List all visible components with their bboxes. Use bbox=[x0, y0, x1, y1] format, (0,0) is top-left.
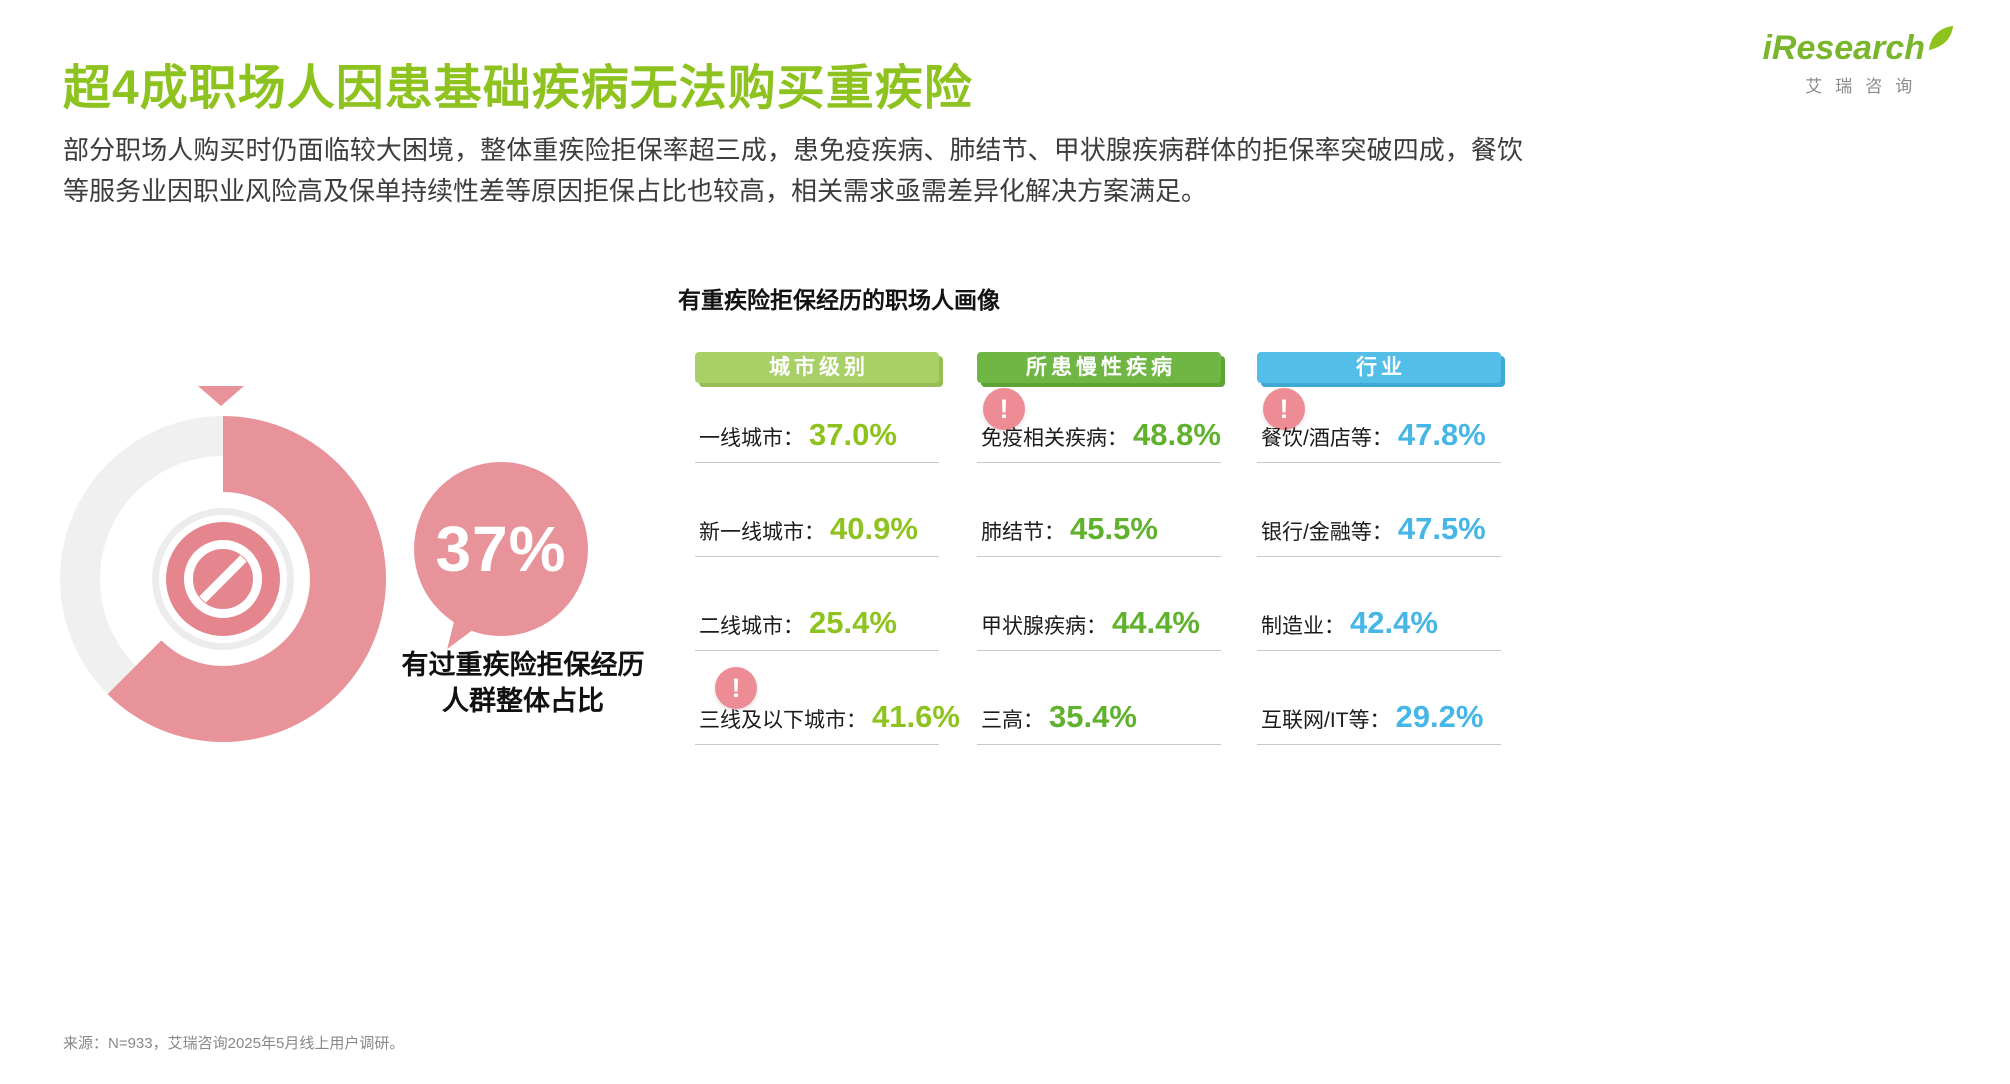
brand-name: iResearch bbox=[1762, 29, 1925, 67]
stat-label: 二线城市： bbox=[699, 615, 804, 638]
column-header-industry: 行业 bbox=[1257, 352, 1501, 383]
stat-value: 40.9% bbox=[830, 511, 918, 546]
stat-label: 制造业： bbox=[1261, 615, 1345, 638]
stat-label: 三线及以下城市： bbox=[699, 709, 867, 732]
stat-value: 25.4% bbox=[809, 605, 897, 640]
stat-row-city-2: 新一线城市： 40.9% bbox=[695, 462, 939, 557]
stat-row-disease-1: 免疫相关疾病： 48.8% bbox=[977, 385, 1221, 463]
stat-row-industry-3: 制造业： 42.4% bbox=[1257, 556, 1501, 651]
brand-name-cn: 艾瑞咨询 bbox=[1805, 77, 1926, 96]
stat-value: 44.4% bbox=[1112, 605, 1200, 640]
alert-icon: ! bbox=[983, 388, 1025, 430]
stat-label: 银行/金融等： bbox=[1261, 521, 1393, 544]
column-industry: 行业 ! 餐饮/酒店等： 47.8% 银行/金融等： 47.5% 制造业： 42.4%… bbox=[1257, 352, 1501, 752]
stat-label: 互联网/IT等： bbox=[1261, 709, 1391, 732]
stat-label: 肺结节： bbox=[981, 521, 1065, 544]
stat-label: 免疫相关疾病： bbox=[981, 427, 1128, 450]
stat-label: 三高： bbox=[981, 709, 1044, 732]
bubble-value: 37% bbox=[435, 513, 567, 585]
stat-value: 45.5% bbox=[1070, 511, 1158, 546]
stat-value: 47.8% bbox=[1397, 417, 1486, 452]
stat-label: 餐饮/酒店等： bbox=[1261, 427, 1393, 450]
stat-label: 甲状腺疾病： bbox=[981, 615, 1107, 638]
page-subtitle: 部分职场人购买时仍面临较大困境，整体重疾险拒保率超三成，患免疫疾病、肺结节、甲状… bbox=[63, 135, 1523, 207]
stat-row-industry-2: 银行/金融等： 47.5% bbox=[1257, 462, 1501, 557]
speech-bubble: 37% bbox=[414, 462, 588, 658]
leaf-icon bbox=[1927, 24, 1955, 57]
stat-label: 新一线城市： bbox=[699, 521, 825, 544]
stat-row-disease-3: 甲状腺疾病： 44.4% bbox=[977, 556, 1221, 651]
triangle-marker-icon bbox=[198, 386, 244, 406]
stat-row-city-4: 三线及以下城市： 41.6% bbox=[695, 650, 960, 745]
stat-value: 42.4% bbox=[1350, 605, 1438, 640]
donut-caption-line1: 有过重疾险拒保经历 bbox=[401, 650, 645, 680]
brand-logo: iResearch 艾瑞咨询 bbox=[1762, 25, 1955, 97]
stat-value: 48.8% bbox=[1133, 417, 1221, 452]
stat-row-industry-4: 互联网/IT等： 29.2% bbox=[1257, 650, 1501, 745]
column-city-tier: 城市级别 一线城市： 37.0% 新一线城市： 40.9% 二线城市： 25.4% 三… bbox=[695, 352, 960, 752]
stat-label: 一线城市： bbox=[699, 427, 804, 450]
alert-glyph: ! bbox=[999, 393, 1009, 424]
column-header-city-tier: 城市级别 bbox=[695, 352, 939, 383]
alert-icon: ! bbox=[1263, 388, 1305, 430]
alert-icon: ! bbox=[715, 667, 757, 709]
brand-logo-row: iResearch bbox=[1762, 25, 1955, 67]
stat-row-industry-1: 餐饮/酒店等： 47.8% bbox=[1257, 385, 1501, 463]
stat-value: 29.2% bbox=[1395, 699, 1484, 734]
donut-caption-line2: 人群整体占比 bbox=[442, 685, 604, 716]
column-chronic-disease: 所患慢性疾病 ! 免疫相关疾病： 48.8% 肺结节： 45.5% 甲状腺疾病： 44… bbox=[977, 352, 1221, 752]
donut-center bbox=[166, 522, 280, 636]
source-note: 来源：N=933，艾瑞咨询2025年5月线上用户调研。 bbox=[63, 1035, 405, 1052]
stat-row-city-3: 二线城市： 25.4% bbox=[695, 556, 939, 651]
stat-value: 41.6% bbox=[872, 699, 960, 734]
stat-value: 37.0% bbox=[809, 417, 897, 452]
stat-row-disease-4: 三高： 35.4% bbox=[977, 650, 1221, 745]
donut-chart bbox=[58, 386, 390, 746]
stat-row-city-1: 一线城市： 37.0% bbox=[695, 385, 939, 463]
alert-glyph: ! bbox=[731, 672, 741, 703]
panel-title: 有重疾险拒保经历的职场人画像 bbox=[678, 287, 1000, 313]
donut-caption: 有过重疾险拒保经历 人群整体占比 bbox=[392, 648, 654, 720]
prohibition-icon bbox=[184, 540, 262, 618]
stat-row-disease-2: 肺结节： 45.5% bbox=[977, 462, 1221, 557]
column-header-chronic-disease: 所患慢性疾病 bbox=[977, 352, 1221, 383]
prohibition-slash bbox=[199, 555, 247, 603]
donut-ring bbox=[60, 416, 386, 742]
stat-value: 47.5% bbox=[1397, 511, 1486, 546]
donut-inner-ring bbox=[152, 508, 294, 650]
stat-value: 35.4% bbox=[1049, 699, 1137, 734]
page-title: 超4成职场人因患基础疾病无法购买重疾险 bbox=[63, 62, 973, 115]
alert-glyph: ! bbox=[1279, 393, 1289, 424]
